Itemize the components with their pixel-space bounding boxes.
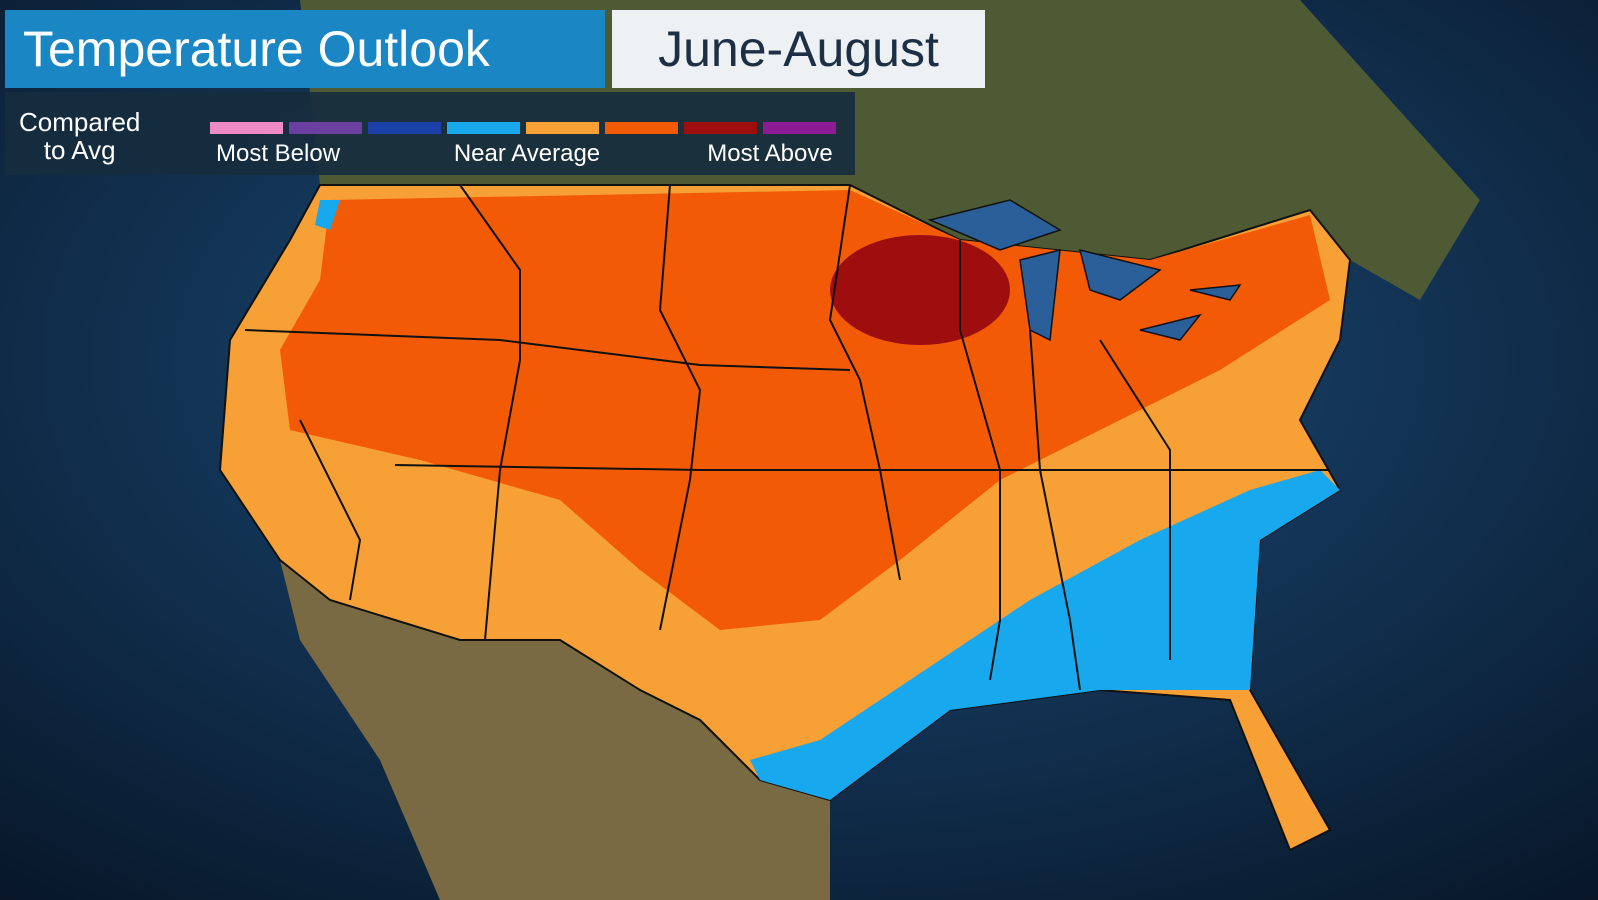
legend-swatch	[210, 122, 283, 134]
legend-swatch	[447, 122, 520, 134]
legend-label-line: to Avg	[43, 135, 116, 165]
legend-swatch	[605, 122, 678, 134]
legend-tick-label: Near Average	[453, 140, 601, 167]
legend-label-line: Compared	[19, 107, 141, 137]
legend-swatch	[526, 122, 599, 134]
legend-swatch	[289, 122, 362, 134]
legend-label: Compared to Avg	[19, 108, 140, 164]
title: Temperature Outlook	[5, 10, 605, 88]
state-borders	[244, 184, 1330, 691]
outlook-below-near	[750, 470, 1340, 800]
outlook-above	[280, 190, 1330, 630]
legend: Compared to Avg Most Below Near Average Mo…	[5, 92, 855, 175]
legend-tick-label: Most Above	[707, 140, 833, 167]
period: June-August	[612, 10, 985, 88]
outlook-most-above	[830, 235, 1010, 345]
legend-tick-label: Most Below	[215, 140, 341, 167]
mexico	[280, 560, 830, 900]
legend-swatch	[684, 122, 757, 134]
legend-swatch	[763, 122, 836, 134]
legend-swatch	[368, 122, 441, 134]
great-lakes	[927, 199, 1242, 342]
outlook-nw	[315, 200, 340, 230]
